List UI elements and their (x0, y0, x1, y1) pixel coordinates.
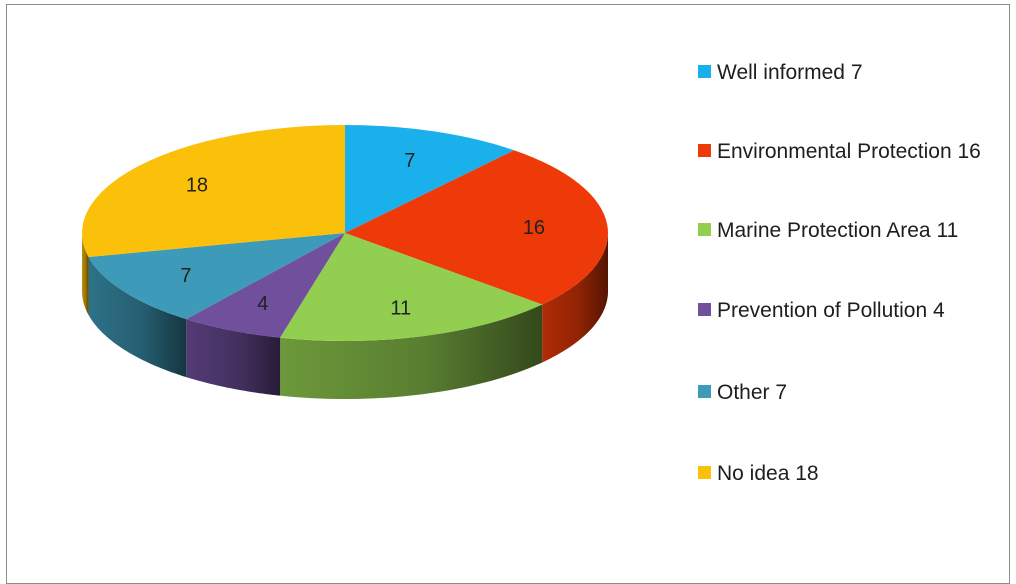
legend-swatch (698, 466, 711, 479)
legend-item-no-idea: No idea 18 (698, 459, 1007, 489)
data-label-well-informed: 7 (404, 150, 415, 172)
data-label-marine-protection-area: 11 (390, 297, 411, 319)
slice-side-marine-protection-area-shading (280, 304, 543, 399)
legend-item-prevention-of-pollution: Prevention of Pollution 4 (698, 296, 1007, 326)
slice-side-environmental-protection-shading (542, 233, 608, 363)
legend-swatch (698, 65, 711, 78)
legend-label: Environmental Protection 16 (717, 140, 981, 163)
data-label-other: 7 (180, 265, 191, 287)
legend-item-well-informed: Well informed 7 (698, 58, 1007, 88)
pie-top (81, 125, 608, 341)
legend-label: No idea 18 (717, 462, 819, 485)
slice-side-no-idea-shading (82, 233, 89, 316)
legend-label: Other 7 (717, 381, 788, 404)
pie-sides (82, 233, 608, 399)
data-label-environmental-protection: 16 (523, 217, 545, 239)
slice-side-other-shading (88, 257, 187, 378)
legend-label: Well informed 7 (717, 61, 863, 84)
legend-swatch (698, 223, 711, 236)
slice-side-prevention-of-pollution-shading (186, 319, 281, 396)
data-label-prevention-of-pollution: 4 (257, 293, 268, 315)
legend-item-marine-protection-area: Marine Protection Area 11 (698, 216, 1007, 246)
slice-other (88, 233, 345, 320)
slice-well-informed (345, 125, 515, 233)
legend-label: Marine Protection Area 11 (717, 219, 959, 242)
data-label-no-idea: 18 (186, 175, 208, 197)
slice-environmental-protection (345, 150, 608, 305)
pie-labels: 7 16 11 4 7 18 (180, 150, 545, 319)
legend-label: Prevention of Pollution 4 (717, 299, 945, 322)
legend-item-environmental-protection: Environmental Protection 16 (698, 137, 1007, 167)
legend-swatch (698, 303, 711, 316)
legend-swatch (698, 144, 711, 157)
pie-chart: 7 16 11 4 7 18 (81, 125, 608, 399)
slice-prevention-of-pollution (186, 233, 345, 338)
legend-swatch (698, 385, 711, 398)
slice-no-idea (81, 125, 345, 258)
legend-item-other: Other 7 (698, 378, 1007, 408)
slice-marine-protection-area (280, 233, 543, 341)
